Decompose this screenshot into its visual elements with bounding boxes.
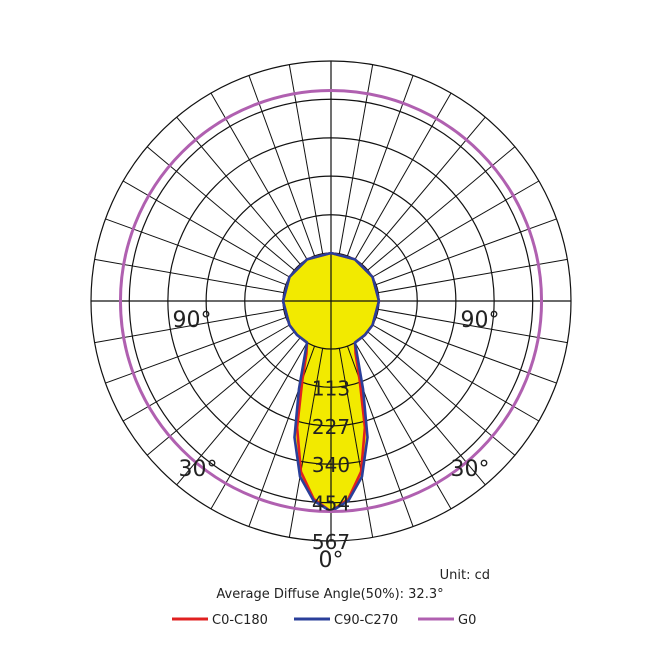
grid-spoke: [361, 337, 486, 486]
grid-ring-3: [167, 137, 495, 465]
legend-label: C90-C270: [334, 613, 398, 628]
grid-spoke: [338, 64, 374, 254]
polar-grid: [90, 60, 572, 542]
grid-spoke: [105, 218, 287, 286]
series-layer: [118, 88, 544, 514]
grid-spoke: [288, 64, 324, 254]
series-line-g0: [118, 88, 544, 514]
angle-label: 0°: [319, 548, 344, 573]
grid-spoke: [94, 308, 284, 344]
grid-spoke: [248, 75, 316, 257]
grid-spoke: [210, 342, 308, 510]
grid-spoke: [146, 331, 295, 456]
grid-ring-2: [205, 175, 457, 427]
grid-spoke: [176, 116, 301, 265]
legend: C0-C180 C90-C270 G0: [172, 613, 476, 628]
radial-tick-label: 567: [312, 530, 350, 554]
grid-spoke: [94, 258, 284, 294]
grid-spoke: [372, 180, 540, 278]
legend-label: C0-C180: [212, 613, 268, 628]
grid-spoke: [378, 258, 568, 294]
grid-spoke: [354, 342, 452, 510]
grid-spoke: [378, 308, 568, 344]
grid-ring-1: [244, 214, 418, 388]
grid-spoke: [367, 331, 516, 456]
grid-spoke: [122, 180, 290, 278]
grid-spoke: [372, 324, 540, 422]
grid-spoke: [375, 218, 557, 286]
radial-tick-label: 227: [312, 415, 350, 439]
angle-label: 90°: [173, 308, 212, 333]
grid-ring-5: [90, 60, 572, 542]
grid-spoke: [176, 337, 301, 486]
grid-spoke: [288, 348, 324, 538]
grid-spoke: [210, 92, 308, 260]
angle-label: 30°: [451, 457, 490, 482]
unit-label: Unit: cd: [440, 568, 490, 583]
grid-spoke: [105, 316, 287, 384]
grid-ring-4: [128, 98, 534, 504]
legend-label: G0: [458, 613, 476, 628]
diffuse-angle-label: Average Diffuse Angle(50%): 32.3°: [216, 587, 443, 602]
grid-spoke: [354, 92, 452, 260]
angle-label: 90°: [461, 308, 500, 333]
grid-spoke: [122, 324, 290, 422]
grid-spoke: [146, 146, 295, 271]
grid-spoke: [375, 316, 557, 384]
radial-tick-label: 113: [312, 376, 350, 400]
radial-tick-label: 340: [312, 453, 350, 477]
grid-spoke: [346, 75, 414, 257]
grid-spoke: [367, 146, 516, 271]
grid-spoke: [361, 116, 486, 265]
grid-spoke: [338, 348, 374, 538]
angle-label: 30°: [179, 457, 218, 482]
radial-tick-label: 454: [312, 492, 350, 516]
